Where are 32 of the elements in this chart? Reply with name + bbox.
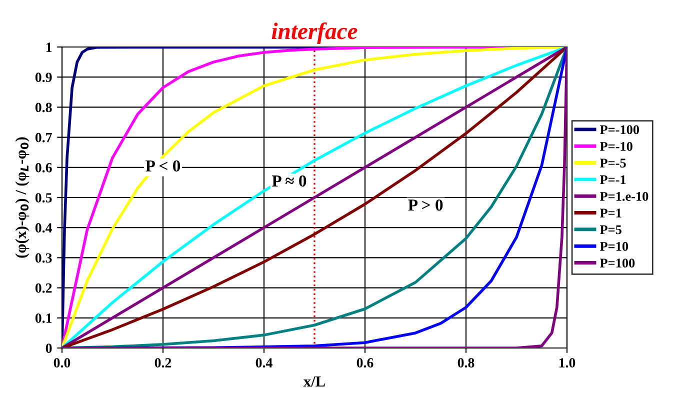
legend-label: P=-5 [600, 158, 626, 168]
y-tick-label: 0.2 [35, 283, 52, 293]
y-tick-label: 0.1 [35, 313, 52, 323]
x-tick-label: 1.0 [559, 358, 576, 368]
legend-label: P=5 [600, 225, 622, 234]
y-tick-label: 0.6 [35, 162, 52, 172]
x-axis-title: x/L [304, 376, 325, 387]
y-tick-label: 0.4 [35, 223, 52, 233]
x-tick-label: 0.4 [256, 358, 272, 368]
x-tick-label: 0.8 [458, 358, 474, 368]
annotation: P ≈ 0 [272, 175, 306, 187]
legend-label: P=10 [600, 242, 628, 251]
y-tick-label: 0.3 [35, 253, 52, 263]
x-tick-label: 0.6 [356, 358, 374, 368]
y-tick-label: 1 [46, 42, 52, 52]
annotation: P < 0 [146, 160, 180, 172]
ref-line-label: interface [272, 22, 358, 44]
legend-label: P=-10 [600, 142, 632, 151]
legend-label: P=-1 [600, 175, 626, 184]
y-axis-title: (φ(x)-φ$_{0}$) / (φ$_{L}$-φ$_{0}$) [15, 137, 30, 258]
legend-label: P=-100 [600, 125, 640, 134]
legend-label: P=1 [600, 208, 622, 218]
y-tick-label: 0.9 [35, 72, 52, 82]
y-tick-label: 0.7 [35, 132, 52, 142]
y-tick-label: 0 [46, 344, 52, 353]
annotation: P > 0 [408, 199, 443, 211]
legend-label: P=1.e-10 [600, 192, 648, 201]
legend-label: P=100 [600, 258, 635, 268]
y-tick-label: 0.5 [35, 193, 52, 203]
y-tick-label: 0.8 [35, 102, 52, 112]
x-tick-label: 0.2 [154, 358, 172, 368]
x-tick-label: 0.0 [54, 358, 70, 368]
